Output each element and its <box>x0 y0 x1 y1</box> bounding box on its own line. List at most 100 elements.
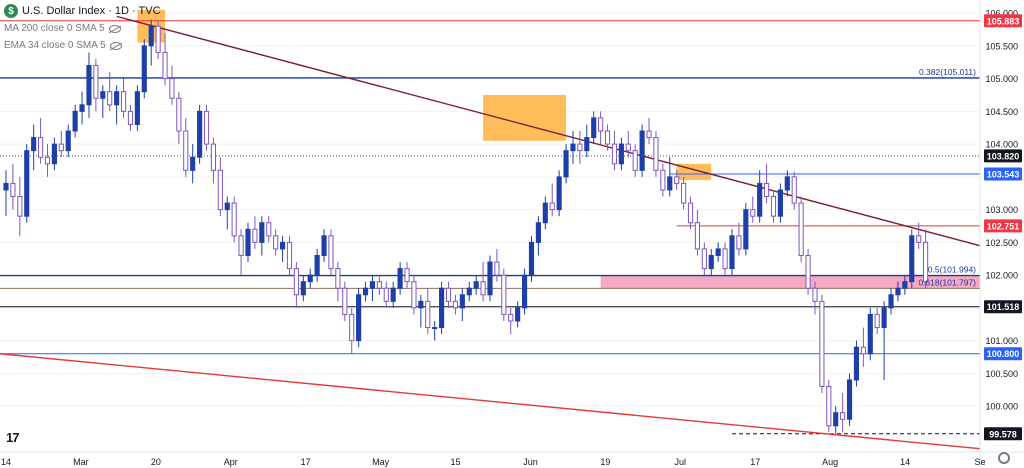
candle[interactable] <box>591 111 597 145</box>
candle[interactable] <box>238 229 244 276</box>
candle[interactable] <box>93 58 99 112</box>
candle[interactable] <box>349 307 355 354</box>
candle[interactable] <box>473 275 479 295</box>
candle[interactable] <box>480 262 486 302</box>
candle[interactable] <box>515 301 521 328</box>
candle[interactable] <box>176 91 182 145</box>
candle[interactable] <box>169 65 175 105</box>
candle[interactable] <box>909 229 915 289</box>
candle[interactable] <box>625 131 631 158</box>
candle[interactable] <box>314 248 320 282</box>
candle[interactable] <box>10 163 16 210</box>
candle[interactable] <box>141 39 147 99</box>
candle[interactable] <box>604 124 611 151</box>
candle[interactable] <box>570 131 576 164</box>
candle[interactable] <box>404 262 410 289</box>
candle[interactable] <box>508 307 514 335</box>
candle[interactable] <box>224 196 230 230</box>
candle[interactable] <box>397 262 403 295</box>
candle[interactable] <box>729 229 735 276</box>
candle[interactable] <box>750 196 756 223</box>
tradingview-logo-icon[interactable]: 17 <box>6 430 20 445</box>
candle[interactable] <box>521 268 528 315</box>
candle[interactable] <box>459 288 465 321</box>
candle[interactable] <box>114 85 120 125</box>
candlesticks[interactable] <box>3 19 929 434</box>
candle[interactable] <box>916 222 922 249</box>
candle[interactable] <box>528 235 535 282</box>
candle[interactable] <box>362 281 369 302</box>
hidden-eye-icon[interactable] <box>109 41 122 50</box>
candle[interactable] <box>72 104 78 138</box>
candle[interactable] <box>162 32 168 86</box>
candle[interactable] <box>307 268 313 289</box>
candle[interactable] <box>356 288 362 348</box>
candle[interactable] <box>687 196 694 230</box>
candle[interactable] <box>134 85 140 132</box>
candle[interactable] <box>148 19 154 66</box>
candle[interactable] <box>286 235 293 276</box>
candle[interactable] <box>611 131 618 171</box>
candle[interactable] <box>902 275 908 295</box>
candle[interactable] <box>445 281 452 308</box>
candle[interactable] <box>217 157 223 217</box>
candle[interactable] <box>494 248 500 282</box>
candle[interactable] <box>556 170 562 217</box>
candle[interactable] <box>155 20 161 59</box>
candle[interactable] <box>51 137 57 171</box>
candle[interactable] <box>24 144 30 223</box>
candle[interactable] <box>826 379 832 433</box>
candle[interactable] <box>874 307 880 335</box>
candle[interactable] <box>798 196 804 263</box>
candle[interactable] <box>743 203 749 256</box>
candle[interactable] <box>231 196 237 243</box>
candle[interactable] <box>100 85 106 118</box>
candle[interactable] <box>452 294 459 315</box>
candle[interactable] <box>369 275 376 302</box>
indicator-ma200[interactable]: MA 200 close 0 SMA 5 <box>4 20 161 37</box>
candle[interactable] <box>639 124 645 177</box>
candle[interactable] <box>888 288 894 315</box>
candle[interactable] <box>425 288 431 335</box>
candle[interactable] <box>763 163 770 204</box>
indicator-ema34[interactable]: EMA 34 close 0 SMA 5 <box>4 37 161 54</box>
candle[interactable] <box>65 124 71 158</box>
candle[interactable] <box>418 294 424 328</box>
candle[interactable] <box>846 373 853 426</box>
candle[interactable] <box>376 275 382 295</box>
candle[interactable] <box>259 216 265 256</box>
candle[interactable] <box>694 209 701 256</box>
candle[interactable] <box>535 216 541 256</box>
price-axis[interactable]: 100.000100.500101.000101.500102.000102.5… <box>979 0 1018 468</box>
candle[interactable] <box>466 281 472 302</box>
candle[interactable] <box>183 117 189 177</box>
candle[interactable] <box>342 281 348 321</box>
candle[interactable] <box>757 170 763 223</box>
candle[interactable] <box>439 281 445 335</box>
candle[interactable] <box>411 275 417 315</box>
candle[interactable] <box>390 281 396 308</box>
candle[interactable] <box>79 91 85 125</box>
candle[interactable] <box>867 307 873 361</box>
candle[interactable] <box>812 281 818 315</box>
symbol-title[interactable]: U.S. Dollar Index · 1D · TVC <box>22 5 161 17</box>
candle[interactable] <box>432 320 438 341</box>
candle[interactable] <box>210 137 217 184</box>
candle[interactable] <box>3 170 9 217</box>
candle[interactable] <box>31 124 37 171</box>
candle[interactable] <box>784 170 790 197</box>
candle[interactable] <box>653 131 659 177</box>
candle[interactable] <box>266 216 272 243</box>
candle[interactable] <box>895 281 901 302</box>
candle[interactable] <box>383 281 389 308</box>
candle[interactable] <box>777 183 783 223</box>
candle[interactable] <box>44 144 51 177</box>
candle[interactable] <box>681 176 687 210</box>
candle[interactable] <box>563 144 569 184</box>
candle[interactable] <box>722 242 728 276</box>
candle[interactable] <box>791 171 797 210</box>
candle[interactable] <box>819 294 825 394</box>
candle[interactable] <box>598 111 604 145</box>
time-axis[interactable]: 14 Mar 20 Apr 17 May 15 Jun 19 Jul 17 Aug 14 Se <box>0 451 1024 467</box>
